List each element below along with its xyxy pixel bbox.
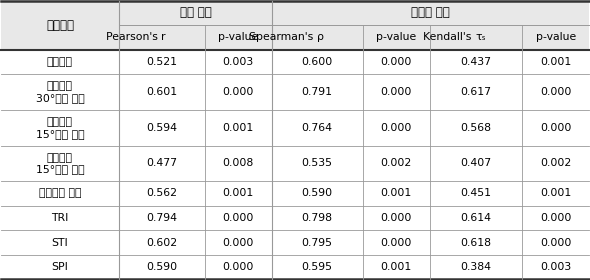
Text: 0.521: 0.521 <box>146 57 178 67</box>
Bar <box>1 110 589 146</box>
Bar <box>1 181 589 206</box>
Text: STI: STI <box>51 237 68 248</box>
Bar <box>1 1 589 25</box>
Text: ρ: ρ <box>317 32 323 43</box>
Text: 비모수 검정: 비모수 검정 <box>411 6 450 19</box>
Text: p-value: p-value <box>536 32 576 43</box>
Text: 0.001: 0.001 <box>540 188 572 199</box>
Text: 0.000: 0.000 <box>540 213 572 223</box>
Bar <box>1 50 589 74</box>
Text: 0.614: 0.614 <box>460 213 491 223</box>
Text: 0.535: 0.535 <box>301 158 333 168</box>
Text: 0.617: 0.617 <box>460 87 491 97</box>
Text: 0.003: 0.003 <box>222 57 254 67</box>
Bar <box>1 206 589 230</box>
Text: 0.795: 0.795 <box>301 237 333 248</box>
Text: 0.000: 0.000 <box>381 87 412 97</box>
Text: 0.001: 0.001 <box>222 188 254 199</box>
Text: 0.000: 0.000 <box>222 237 254 248</box>
Text: 유역면적: 유역면적 <box>47 57 73 67</box>
Text: 0.384: 0.384 <box>460 262 491 272</box>
Text: SPI: SPI <box>51 262 68 272</box>
Text: 0.002: 0.002 <box>540 158 572 168</box>
Text: 0.437: 0.437 <box>460 57 491 67</box>
Text: 0.798: 0.798 <box>301 213 333 223</box>
Text: 0.000: 0.000 <box>540 237 572 248</box>
Text: 0.590: 0.590 <box>146 262 178 272</box>
Text: Kendall's: Kendall's <box>424 32 476 43</box>
Text: 0.791: 0.791 <box>301 87 333 97</box>
Text: 0.000: 0.000 <box>540 123 572 133</box>
Text: 0.602: 0.602 <box>146 237 178 248</box>
Text: 0.001: 0.001 <box>381 262 412 272</box>
Text: 0.000: 0.000 <box>381 237 412 248</box>
Text: 독립변수: 독립변수 <box>46 19 74 32</box>
Text: 0.568: 0.568 <box>460 123 491 133</box>
Text: τₛ: τₛ <box>476 32 486 43</box>
Text: 0.000: 0.000 <box>222 262 254 272</box>
Text: 0.000: 0.000 <box>222 87 254 97</box>
Text: 모수 검정: 모수 검정 <box>179 6 211 19</box>
Text: 0.000: 0.000 <box>540 87 572 97</box>
Bar <box>1 255 589 279</box>
Text: 0.000: 0.000 <box>381 213 412 223</box>
Text: 0.764: 0.764 <box>301 123 333 133</box>
Text: p-value: p-value <box>376 32 416 43</box>
Text: 0.000: 0.000 <box>381 123 412 133</box>
Text: 0.000: 0.000 <box>222 213 254 223</box>
Text: 0.590: 0.590 <box>301 188 333 199</box>
Text: 0.562: 0.562 <box>146 188 178 199</box>
Text: 0.618: 0.618 <box>460 237 491 248</box>
Text: 유역경사
15°이상 면적: 유역경사 15°이상 면적 <box>35 117 84 139</box>
Text: 0.477: 0.477 <box>146 158 178 168</box>
Text: 0.451: 0.451 <box>460 188 491 199</box>
Text: Pearson's: Pearson's <box>106 32 162 43</box>
Text: 0.600: 0.600 <box>301 57 333 67</box>
Text: 유역경사
15°이하 면적: 유역경사 15°이하 면적 <box>35 153 84 174</box>
Text: Spearman's: Spearman's <box>249 32 317 43</box>
Bar <box>1 230 589 255</box>
Text: 0.001: 0.001 <box>222 123 254 133</box>
Text: 0.001: 0.001 <box>381 188 412 199</box>
Text: 0.794: 0.794 <box>146 213 178 223</box>
Text: 0.000: 0.000 <box>381 57 412 67</box>
Bar <box>1 74 589 110</box>
Text: 0.594: 0.594 <box>146 123 178 133</box>
Bar <box>1 25 589 50</box>
Text: 유로평균 경사: 유로평균 경사 <box>39 188 81 199</box>
Text: TRI: TRI <box>51 213 68 223</box>
Text: p-value: p-value <box>218 32 258 43</box>
Text: 0.595: 0.595 <box>301 262 333 272</box>
Text: 0.407: 0.407 <box>460 158 491 168</box>
Text: r: r <box>162 32 166 43</box>
Text: 0.001: 0.001 <box>540 57 572 67</box>
Bar <box>1 146 589 181</box>
Text: 유역경사
30°이상 면적: 유역경사 30°이상 면적 <box>35 81 84 103</box>
Text: 0.003: 0.003 <box>540 262 572 272</box>
Text: 0.008: 0.008 <box>222 158 254 168</box>
Text: 0.601: 0.601 <box>146 87 178 97</box>
Text: 0.002: 0.002 <box>381 158 412 168</box>
